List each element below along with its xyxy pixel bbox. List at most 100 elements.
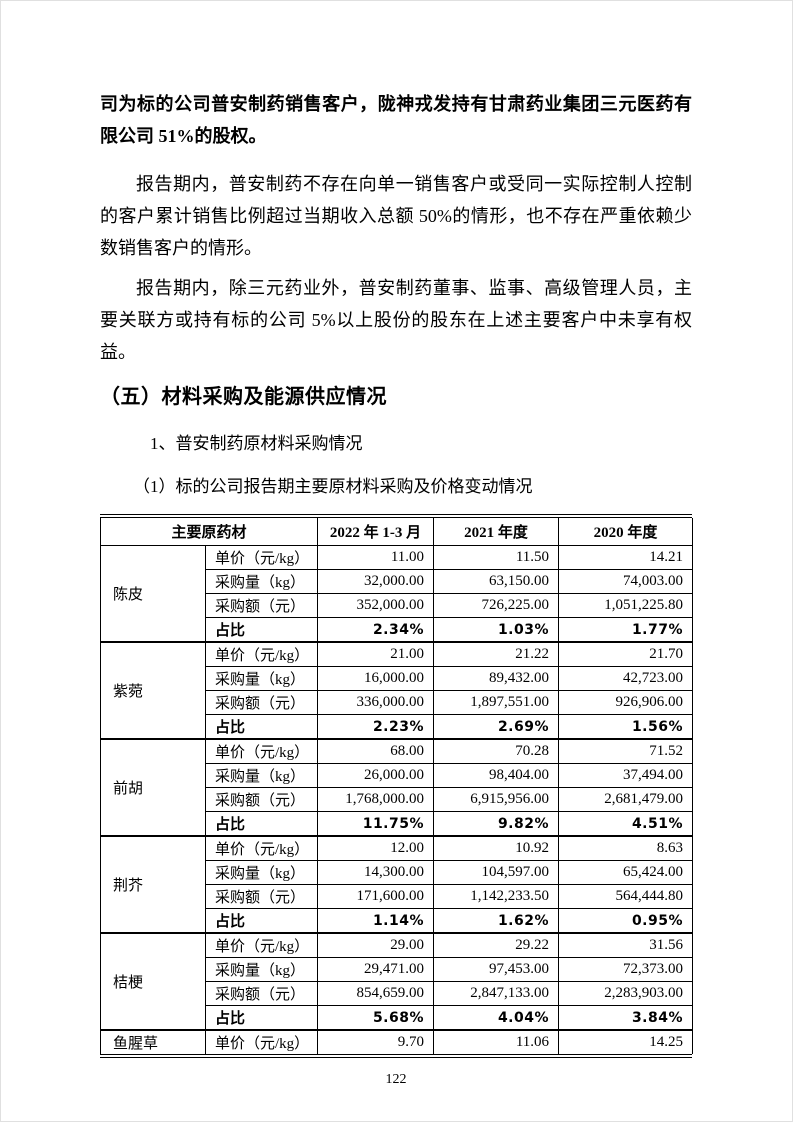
metric-value-cell: 11.50 — [433, 545, 560, 570]
metric-value-cell: 352,000.00 — [317, 593, 435, 618]
table-header-row: 主要原药材 2022 年 1-3 月 2021 年度 2020 年度 — [99, 518, 694, 546]
material-group: 鱼腥草 单价（元/kg） 9.70 11.06 14.25 — [100, 1029, 694, 1054]
share-value-cell: 2.23% — [317, 714, 435, 740]
metric-label-cell: 单价（元/kg） — [204, 738, 319, 764]
metric-value-cell: 14,300.00 — [317, 860, 435, 885]
sub-item-1: 1、普安制药原材料采购情况 — [150, 434, 363, 453]
metric-value-cell: 89,432.00 — [433, 666, 560, 691]
section-heading: （五）材料采购及能源供应情况 — [100, 386, 387, 408]
metric-label-cell: 占比 — [204, 1005, 319, 1031]
metric-label-cell: 采购量（kg） — [204, 763, 319, 788]
table-row: 鱼腥草 单价（元/kg） 9.70 11.06 14.25 — [100, 1029, 694, 1054]
metric-value-cell: 2,847,133.00 — [433, 981, 560, 1006]
table-header: 主要原药材 2022 年 1-3 月 2021 年度 2020 年度 — [99, 518, 694, 546]
metric-value-cell: 21.00 — [317, 641, 435, 667]
header-cell-material: 主要原药材 — [99, 518, 319, 546]
metric-label-cell: 单价（元/kg） — [204, 835, 319, 861]
metric-value-cell: 726,225.00 — [433, 593, 560, 618]
metric-value-cell: 70.28 — [433, 738, 560, 764]
metric-value-cell: 16,000.00 — [317, 666, 435, 691]
metric-value-cell: 29,471.00 — [317, 957, 435, 982]
material-name-cell: 前胡 — [100, 738, 206, 837]
share-value-cell: 4.04% — [433, 1005, 560, 1031]
share-value-cell: 2.34% — [317, 617, 435, 643]
metric-value-cell: 564,444.80 — [558, 884, 694, 909]
metric-label-cell: 采购量（kg） — [204, 569, 319, 594]
metric-label-cell: 采购额（元） — [204, 593, 319, 618]
table-row: 紫菀 单价（元/kg） 21.00 21.22 21.70 — [100, 641, 694, 740]
share-value-cell: 3.84% — [558, 1005, 694, 1031]
share-value-cell: 1.62% — [433, 908, 560, 934]
share-value-cell: 1.77% — [558, 617, 694, 643]
metric-value-cell: 171,600.00 — [317, 884, 435, 909]
metric-value-cell: 11.00 — [317, 545, 435, 570]
metric-label-cell: 采购额（元） — [204, 981, 319, 1006]
share-value-cell: 4.51% — [558, 811, 694, 837]
material-group: 陈皮 单价（元/kg） 11.00 11.50 14.21 采购量（kg） 32,000.0… — [100, 545, 694, 643]
metric-value-cell: 63,150.00 — [433, 569, 560, 594]
metric-value-cell: 854,659.00 — [317, 981, 435, 1006]
metric-label-cell: 采购额（元） — [204, 787, 319, 812]
material-name-cell: 紫菀 — [100, 641, 206, 740]
material-name-cell: 荆芥 — [100, 835, 206, 934]
metric-value-cell: 926,906.00 — [558, 690, 694, 715]
table-row: 占比 2.23% 2.69% 1.56% — [101, 714, 694, 740]
metric-value-cell: 9.70 — [317, 1029, 435, 1054]
metric-value-cell: 6,915,956.00 — [433, 787, 560, 812]
metric-value-cell: 10.92 — [433, 835, 560, 861]
material-group: 荆芥 单价（元/kg） 12.00 10.92 8.63 采购量（kg） 14,300.00… — [100, 835, 694, 934]
metric-label-cell: 占比 — [204, 617, 319, 643]
metric-value-cell: 14.25 — [558, 1029, 694, 1054]
table-row: 占比 1.14% 1.62% 0.95% — [101, 908, 694, 934]
metric-value-cell: 104,597.00 — [433, 860, 560, 885]
table-row: 陈皮 单价（元/kg） 11.00 11.50 14.21 — [100, 545, 694, 643]
raw-materials-table: 主要原药材 2022 年 1-3 月 2021 年度 2020 年度 陈皮 单价（… — [99, 518, 694, 1054]
table-row: 采购量（kg） 29,471.00 97,453.00 72,373.00 — [101, 957, 694, 982]
metric-value-cell: 8.63 — [558, 835, 694, 861]
material-name-cell: 陈皮 — [100, 545, 206, 643]
share-value-cell: 2.69% — [433, 714, 560, 740]
metric-label-cell: 采购量（kg） — [204, 666, 319, 691]
metric-label-cell: 占比 — [204, 908, 319, 934]
material-group: 桔梗 单价（元/kg） 29.00 29.22 31.56 采购量（kg） 29,471.0… — [100, 932, 694, 1031]
table-row: 采购额（元） 171,600.00 1,142,233.50 564,444.80 — [101, 884, 694, 909]
metric-label-cell: 采购量（kg） — [204, 957, 319, 982]
raw-materials-table-wrapper: 主要原药材 2022 年 1-3 月 2021 年度 2020 年度 陈皮 单价（… — [99, 514, 694, 1058]
metric-value-cell: 29.00 — [317, 932, 435, 958]
table-row: 采购量（kg） 26,000.00 98,404.00 37,494.00 — [101, 763, 694, 788]
header-cell-2020: 2020 年度 — [558, 518, 694, 546]
table-row: 采购额（元） 336,000.00 1,897,551.00 926,906.00 — [101, 690, 694, 715]
share-value-cell: 9.82% — [433, 811, 560, 837]
metric-label-cell: 单价（元/kg） — [204, 932, 319, 958]
metric-value-cell: 31.56 — [558, 932, 694, 958]
metric-label-cell: 采购额（元） — [204, 884, 319, 909]
metric-value-cell: 71.52 — [558, 738, 694, 764]
table-row: 占比 2.34% 1.03% 1.77% — [101, 617, 694, 643]
metric-value-cell: 68.00 — [317, 738, 435, 764]
share-value-cell: 1.56% — [558, 714, 694, 740]
share-value-cell: 5.68% — [317, 1005, 435, 1031]
metric-value-cell: 2,283,903.00 — [558, 981, 694, 1006]
table-row: 采购量（kg） 32,000.00 63,150.00 74,003.00 — [101, 569, 694, 594]
material-name-cell: 鱼腥草 — [100, 1029, 206, 1054]
metric-value-cell: 65,424.00 — [558, 860, 694, 885]
metric-value-cell: 336,000.00 — [317, 690, 435, 715]
material-name-cell: 桔梗 — [100, 932, 206, 1031]
metric-value-cell: 32,000.00 — [317, 569, 435, 594]
metric-value-cell: 42,723.00 — [558, 666, 694, 691]
share-value-cell: 1.14% — [317, 908, 435, 934]
metric-label-cell: 占比 — [204, 811, 319, 837]
table-row: 采购额（元） 352,000.00 726,225.00 1,051,225.80 — [101, 593, 694, 618]
table-row: 采购额（元） 1,768,000.00 6,915,956.00 2,681,479.… — [101, 787, 694, 812]
metric-value-cell: 29.22 — [433, 932, 560, 958]
metric-value-cell: 11.06 — [433, 1029, 560, 1054]
metric-value-cell: 21.70 — [558, 641, 694, 667]
paragraph-continued-bold: 司为标的公司普安制药销售客户，陇神戎发持有甘肃药业集团三元医药有限公司 51%的… — [100, 94, 692, 146]
paragraph-related-parties: 报告期内，除三元药业外，普安制药董事、监事、高级管理人员，主要关联方或持有标的公… — [100, 278, 692, 362]
sub-item-2: （1）标的公司报告期主要原材料采购及价格变动情况 — [133, 477, 533, 496]
metric-value-cell: 26,000.00 — [317, 763, 435, 788]
table-row: 桔梗 单价（元/kg） 29.00 29.22 31.56 — [100, 932, 694, 1031]
metric-value-cell: 97,453.00 — [433, 957, 560, 982]
table-row: 采购额（元） 854,659.00 2,847,133.00 2,283,903.00 — [101, 981, 694, 1006]
